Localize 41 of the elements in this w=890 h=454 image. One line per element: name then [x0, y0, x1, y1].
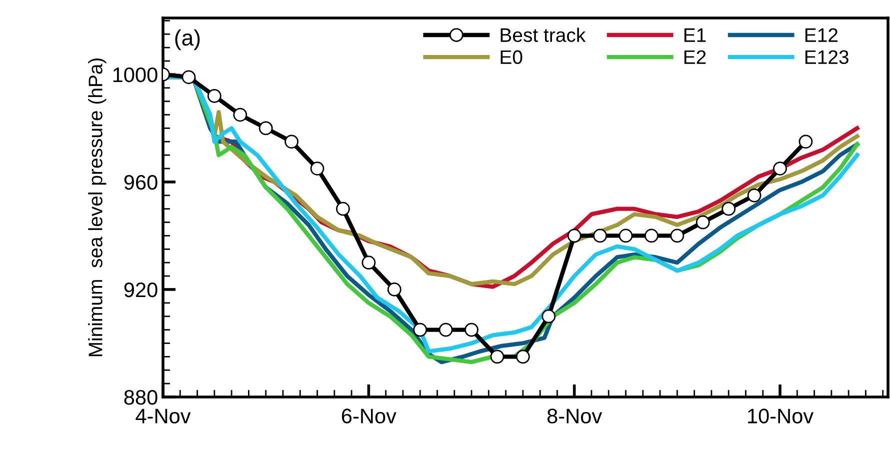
point — [490, 350, 504, 364]
legend-label: Best track — [500, 28, 586, 42]
point — [618, 228, 633, 243]
point — [284, 134, 298, 149]
point — [464, 322, 478, 337]
y-tick-label: 920 — [124, 282, 158, 298]
point — [644, 228, 658, 243]
point — [233, 108, 248, 122]
legend-label: E123 — [805, 50, 848, 64]
point — [310, 162, 324, 176]
point — [542, 309, 556, 324]
x-tick-label: 8-Nov — [547, 408, 602, 424]
legend-label: E12 — [805, 28, 838, 42]
annotation: (a) — [175, 29, 200, 50]
point — [207, 89, 222, 103]
x-tick-label: 6-Nov — [342, 408, 396, 424]
y-tick-label: 880 — [124, 390, 158, 405]
point — [362, 256, 376, 270]
point — [696, 215, 710, 230]
legend-label: E1 — [684, 28, 706, 42]
x-tick-label: 10-Nov — [748, 408, 814, 424]
y-tick-label: 1000 — [113, 67, 158, 82]
point — [438, 322, 453, 337]
legend-label: E0 — [500, 50, 522, 64]
point — [747, 188, 762, 202]
point — [593, 228, 607, 243]
point — [722, 202, 736, 216]
point — [258, 121, 273, 136]
point — [798, 134, 813, 149]
point — [387, 282, 402, 296]
point — [182, 70, 196, 84]
point — [567, 228, 582, 243]
point — [413, 322, 428, 337]
point — [670, 228, 684, 243]
point — [336, 202, 350, 216]
x-tick-label: 4-Nov — [136, 408, 191, 424]
legend-label: E2 — [684, 50, 706, 64]
point — [773, 162, 787, 176]
y-tick-label: 960 — [124, 174, 158, 190]
y-axis-title: Minimum sea level pressure (hPa) — [88, 58, 106, 356]
point — [516, 350, 530, 364]
